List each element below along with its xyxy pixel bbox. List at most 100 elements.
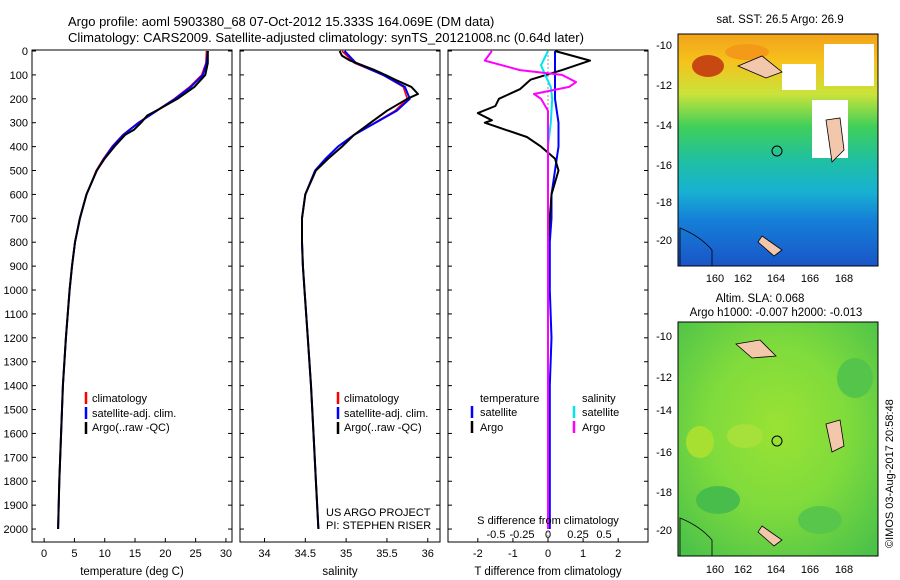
legend-title-temperature: temperature	[480, 393, 539, 405]
depth-tick-label: 1300	[4, 357, 28, 369]
salinity-panel-frame	[239, 49, 441, 543]
sla-y-ticks: -10 -12 -14 -16 -18 -20	[656, 331, 672, 537]
lat-tick: -10	[656, 40, 672, 52]
title-line-1: Argo profile: aoml 5903380_68 07-Oct-201…	[68, 14, 494, 29]
lon-tick: 160	[706, 273, 724, 285]
island	[735, 339, 777, 359]
depth-tick-label: 1700	[4, 452, 28, 464]
coastline	[679, 517, 713, 557]
depth-tick-label: 700	[10, 213, 28, 225]
depth-tick-label: 1400	[4, 381, 28, 393]
difference-legend: temperature salinity satellite satellite…	[470, 393, 619, 434]
lon-tick: 160	[706, 564, 724, 576]
x-tick-label: 0	[41, 548, 47, 560]
x-tick-label: 20	[159, 548, 171, 560]
salinity-series	[301, 50, 419, 530]
depth-tick-label: 1000	[4, 285, 28, 297]
series-line-argo-raw-qc-	[301, 50, 419, 530]
sla-patch	[686, 426, 714, 458]
island	[757, 235, 783, 257]
legend-label: Argo	[582, 422, 605, 434]
legend-label: climatology	[344, 393, 400, 405]
series-line-climatology	[57, 50, 208, 530]
lon-tick: 164	[767, 273, 785, 285]
s-tick: 0	[545, 529, 551, 541]
series-line-temperature-satellite	[548, 51, 560, 529]
sla-map-features	[679, 339, 873, 557]
argo-location-marker	[771, 435, 783, 447]
x-tick-label: 35	[340, 548, 352, 560]
series-line-salinity-argo	[483, 50, 578, 529]
legend-label: satellite-adj. clim.	[344, 408, 428, 420]
salinity-axis-label: salinity	[322, 566, 357, 578]
x-tick-label: 34	[258, 548, 270, 560]
lat-tick: -20	[656, 235, 672, 247]
s-difference-ticks: -0.5 -0.25 0 0.25 0.5	[487, 529, 612, 541]
sst-map-features	[679, 44, 874, 267]
legend-label: Argo	[480, 422, 503, 434]
depth-tick-label: 1600	[4, 428, 28, 440]
difference-series	[476, 50, 592, 541]
depth-tick-label: 900	[10, 261, 28, 273]
depth-tick-label: 1100	[4, 309, 28, 321]
lat-tick: -16	[656, 447, 672, 459]
temperature-axis-label: temperature (deg C)	[80, 566, 184, 578]
credit-project: US ARGO PROJECT	[326, 507, 431, 519]
lon-tick: 168	[835, 273, 853, 285]
legend-title-salinity: salinity	[582, 393, 616, 405]
imos-stamp: ©IMOS 03-Aug-2017 20:58:48	[884, 399, 896, 548]
x-tick-label: 25	[190, 548, 202, 560]
sla-patch	[837, 358, 873, 398]
x-tick-label: -2	[473, 548, 483, 560]
series-line-satellite-adj-clim-	[57, 50, 209, 530]
island	[757, 525, 783, 547]
lon-tick: 166	[801, 564, 819, 576]
x-tick-label: 1	[580, 548, 586, 560]
x-tick-label: -1	[508, 548, 518, 560]
x-tick-label: 0	[545, 548, 551, 560]
x-axis-ticks: 0 5 10 15 20 25 30 34 34.5 35 35.5 36 -2 -1 0 1 2	[41, 538, 621, 560]
depth-axis: 0 100 200 300 400 500 600 700 800 900 1000 1100 1200…	[4, 46, 648, 536]
lat-tick: -14	[656, 405, 672, 417]
difference-axis-label: T difference from climatology	[474, 566, 621, 578]
temperature-series	[57, 50, 209, 530]
warm-patch	[692, 55, 724, 77]
sla-map-title-1: Altim. SLA: 0.068	[716, 293, 805, 305]
depth-tick-label: 300	[10, 118, 28, 130]
legend-label: satellite	[582, 407, 619, 419]
x-tick-label: 34.5	[295, 548, 316, 560]
s-tick: -0.5	[487, 529, 506, 541]
sla-patch	[798, 506, 842, 534]
x-tick-label: 2	[615, 548, 621, 560]
series-line-climatology	[301, 50, 409, 530]
depth-tick-label: 1800	[4, 476, 28, 488]
sst-y-ticks: -10 -12 -14 -16 -18 -20	[656, 40, 672, 247]
depth-tick-label: 1900	[4, 500, 28, 512]
land-mask	[824, 44, 874, 86]
depth-tick-label: 1500	[4, 405, 28, 417]
lat-tick: -16	[656, 160, 672, 172]
temperature-legend: climatology satellite-adj. clim. Argo(..…	[84, 392, 176, 434]
depth-tick-label: 600	[10, 189, 28, 201]
coastline	[679, 227, 713, 267]
depth-tick-label: 800	[10, 237, 28, 249]
x-tick-label: 36	[422, 548, 434, 560]
s-difference-label: S difference from climatology	[477, 515, 619, 527]
series-line-temperature-argo	[476, 50, 592, 529]
temperature-panel-frame	[31, 49, 233, 543]
legend-label: satellite-adj. clim.	[92, 408, 176, 420]
lat-tick: -20	[656, 525, 672, 537]
series-line-satellite-adj-clim-	[301, 50, 411, 530]
x-tick-label: 10	[99, 548, 111, 560]
legend-label: satellite	[480, 407, 517, 419]
lat-tick: -12	[656, 80, 672, 92]
depth-tick-label: 0	[22, 46, 28, 58]
legend-label: Argo(..raw -QC)	[92, 422, 170, 434]
depth-tick-label: 2000	[4, 524, 28, 536]
legend-label: climatology	[92, 393, 148, 405]
sst-map-title: sat. SST: 26.5 Argo: 26.9	[716, 14, 843, 26]
legend-label: Argo(..raw -QC)	[344, 422, 422, 434]
lon-tick: 164	[767, 564, 785, 576]
lat-tick: -18	[656, 197, 672, 209]
